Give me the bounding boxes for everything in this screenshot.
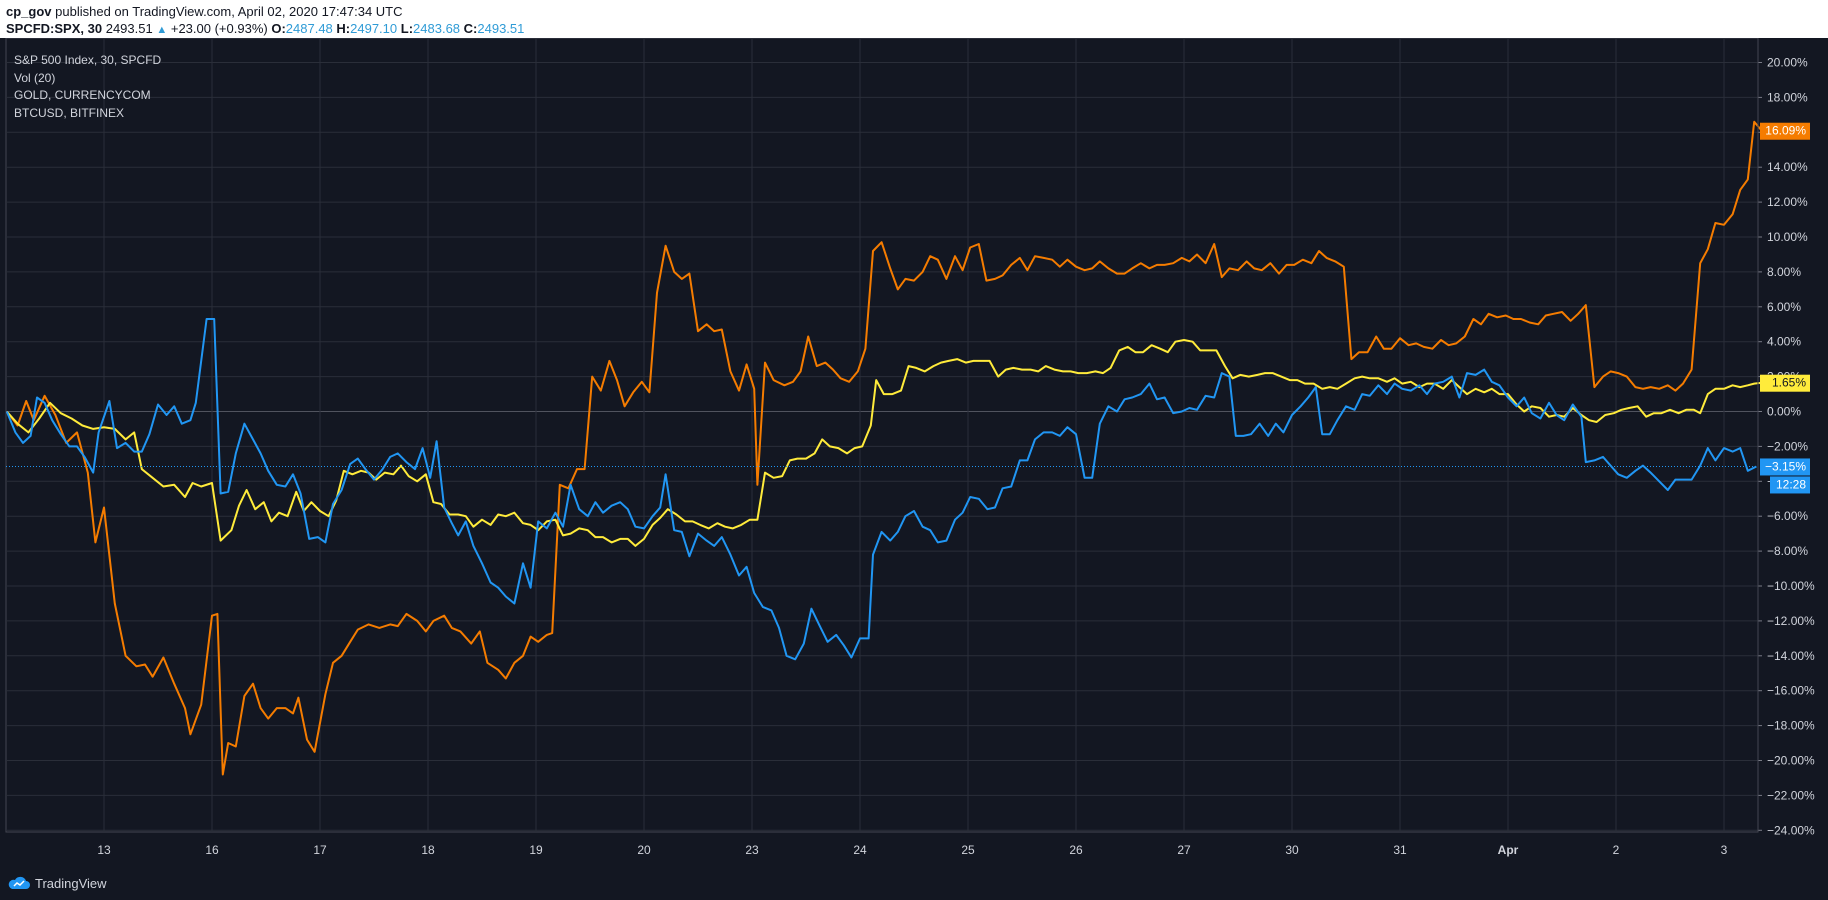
y-tick-label: 8.00% [1767, 265, 1801, 279]
x-tick-label: 26 [1069, 843, 1083, 857]
symbol-name[interactable]: SPCFD:SPX, 30 [6, 21, 103, 36]
brand-name: TradingView [35, 875, 107, 891]
chart-legend: S&P 500 Index, 30, SPCFD Vol (20) GOLD, … [14, 52, 161, 122]
close-label: C: [463, 21, 478, 36]
x-tick-label: Apr [1498, 843, 1519, 857]
y-tick-label: 18.00% [1767, 90, 1808, 104]
x-tick-label: 18 [421, 843, 435, 857]
low-label: L: [400, 21, 414, 36]
y-tick-label: −24.00% [1767, 823, 1815, 837]
legend-item-spx[interactable]: S&P 500 Index, 30, SPCFD [14, 53, 162, 67]
gold-last-badge: 1.65% [1772, 376, 1806, 390]
chart-grid [5, 38, 1759, 833]
x-tick-label: 13 [97, 843, 111, 857]
series-line-spx[interactable] [5, 318, 1757, 661]
chart-area[interactable]: 20.00%18.00%16.00%14.00%12.00%10.00%8.00… [0, 38, 1828, 866]
y-tick-label: −12.00% [1767, 614, 1815, 628]
axis-layer: 20.00%18.00%16.00%14.00%12.00%10.00%8.00… [97, 38, 1815, 857]
x-tick-label: 23 [745, 843, 759, 857]
x-tick-label: 27 [1177, 843, 1191, 857]
y-tick-label: −6.00% [1767, 509, 1808, 523]
publisher-name[interactable]: cp_gov [6, 4, 52, 19]
up-arrow-icon: ▲ [156, 24, 168, 36]
publish-info: cp_gov published on TradingView.com, Apr… [6, 4, 403, 19]
footer-bar [0, 866, 1828, 900]
y-tick-label: −22.00% [1767, 788, 1815, 802]
series-line-gold[interactable] [6, 339, 1762, 547]
high-value: 2497.10 [350, 21, 398, 36]
badge-layer: 16.09% 1.65% −3.15% 12:28 [1760, 122, 1810, 494]
price-change: +23.00 (+0.93%) [170, 21, 268, 36]
y-tick-label: −8.00% [1767, 544, 1808, 558]
y-tick-label: 0.00% [1767, 405, 1801, 419]
x-tick-label: 16 [205, 843, 219, 857]
open-value: 2487.48 [285, 21, 333, 36]
low-value: 2483.68 [413, 21, 461, 36]
cloud-icon [8, 876, 30, 889]
countdown-badge-bg [1770, 476, 1810, 494]
x-tick-label: 17 [313, 843, 327, 857]
y-tick-label: −14.00% [1767, 649, 1815, 663]
btc-last-badge: 16.09% [1765, 124, 1806, 138]
y-tick-label: −10.00% [1767, 579, 1815, 593]
y-tick-label: 12.00% [1767, 195, 1808, 209]
x-tick-label: 25 [961, 843, 975, 857]
x-tick-label: 24 [853, 843, 867, 857]
legend-item-btc[interactable]: BTCUSD, BITFINEX [14, 105, 125, 120]
y-tick-label: 10.00% [1767, 230, 1808, 244]
btc-last-badge-bg [1760, 122, 1810, 140]
y-tick-label: −16.00% [1767, 684, 1815, 698]
y-tick-label: 14.00% [1767, 160, 1808, 174]
y-tick-label: 20.00% [1767, 56, 1808, 70]
x-tick-label: 19 [529, 843, 543, 857]
plot-frame [5, 38, 1759, 833]
spx-last-badge-bg [1760, 458, 1810, 476]
y-tick-label: −20.00% [1767, 754, 1815, 768]
x-tick-label: 2 [1613, 843, 1620, 857]
tradingview-logo[interactable]: TradingView [8, 874, 107, 892]
spx-last-badge: −3.15% [1765, 459, 1806, 473]
x-tick-label: 31 [1393, 843, 1407, 857]
symbol-quote: SPCFD:SPX, 30 2493.51 ▲ +23.00 (+0.93%) … [6, 21, 524, 36]
y-tick-label: 4.00% [1767, 335, 1801, 349]
y-tick-label: −2.00% [1767, 439, 1808, 453]
y-tick-label: −18.00% [1767, 719, 1815, 733]
countdown-badge: 12:28 [1776, 477, 1806, 491]
series-line-btc[interactable] [6, 120, 1763, 776]
last-price: 2493.51 [105, 21, 153, 36]
open-label: O: [271, 21, 286, 36]
gold-last-badge-bg [1760, 374, 1810, 392]
legend-item-gold[interactable]: GOLD, CURRENCYCOM [14, 88, 151, 102]
publish-header: cp_gov published on TradingView.com, Apr… [0, 0, 1828, 38]
y-tick-label: 6.00% [1767, 300, 1801, 314]
legend-item-volume[interactable]: Vol (20) [14, 70, 56, 85]
series-layer [5, 120, 1763, 776]
x-tick-label: 20 [637, 843, 651, 857]
high-label: H: [336, 21, 351, 36]
x-tick-label: 3 [1721, 843, 1728, 857]
published-text: published on TradingView.com, April 02, … [55, 4, 403, 19]
close-value: 2493.51 [477, 21, 525, 36]
x-tick-label: 30 [1285, 843, 1299, 857]
